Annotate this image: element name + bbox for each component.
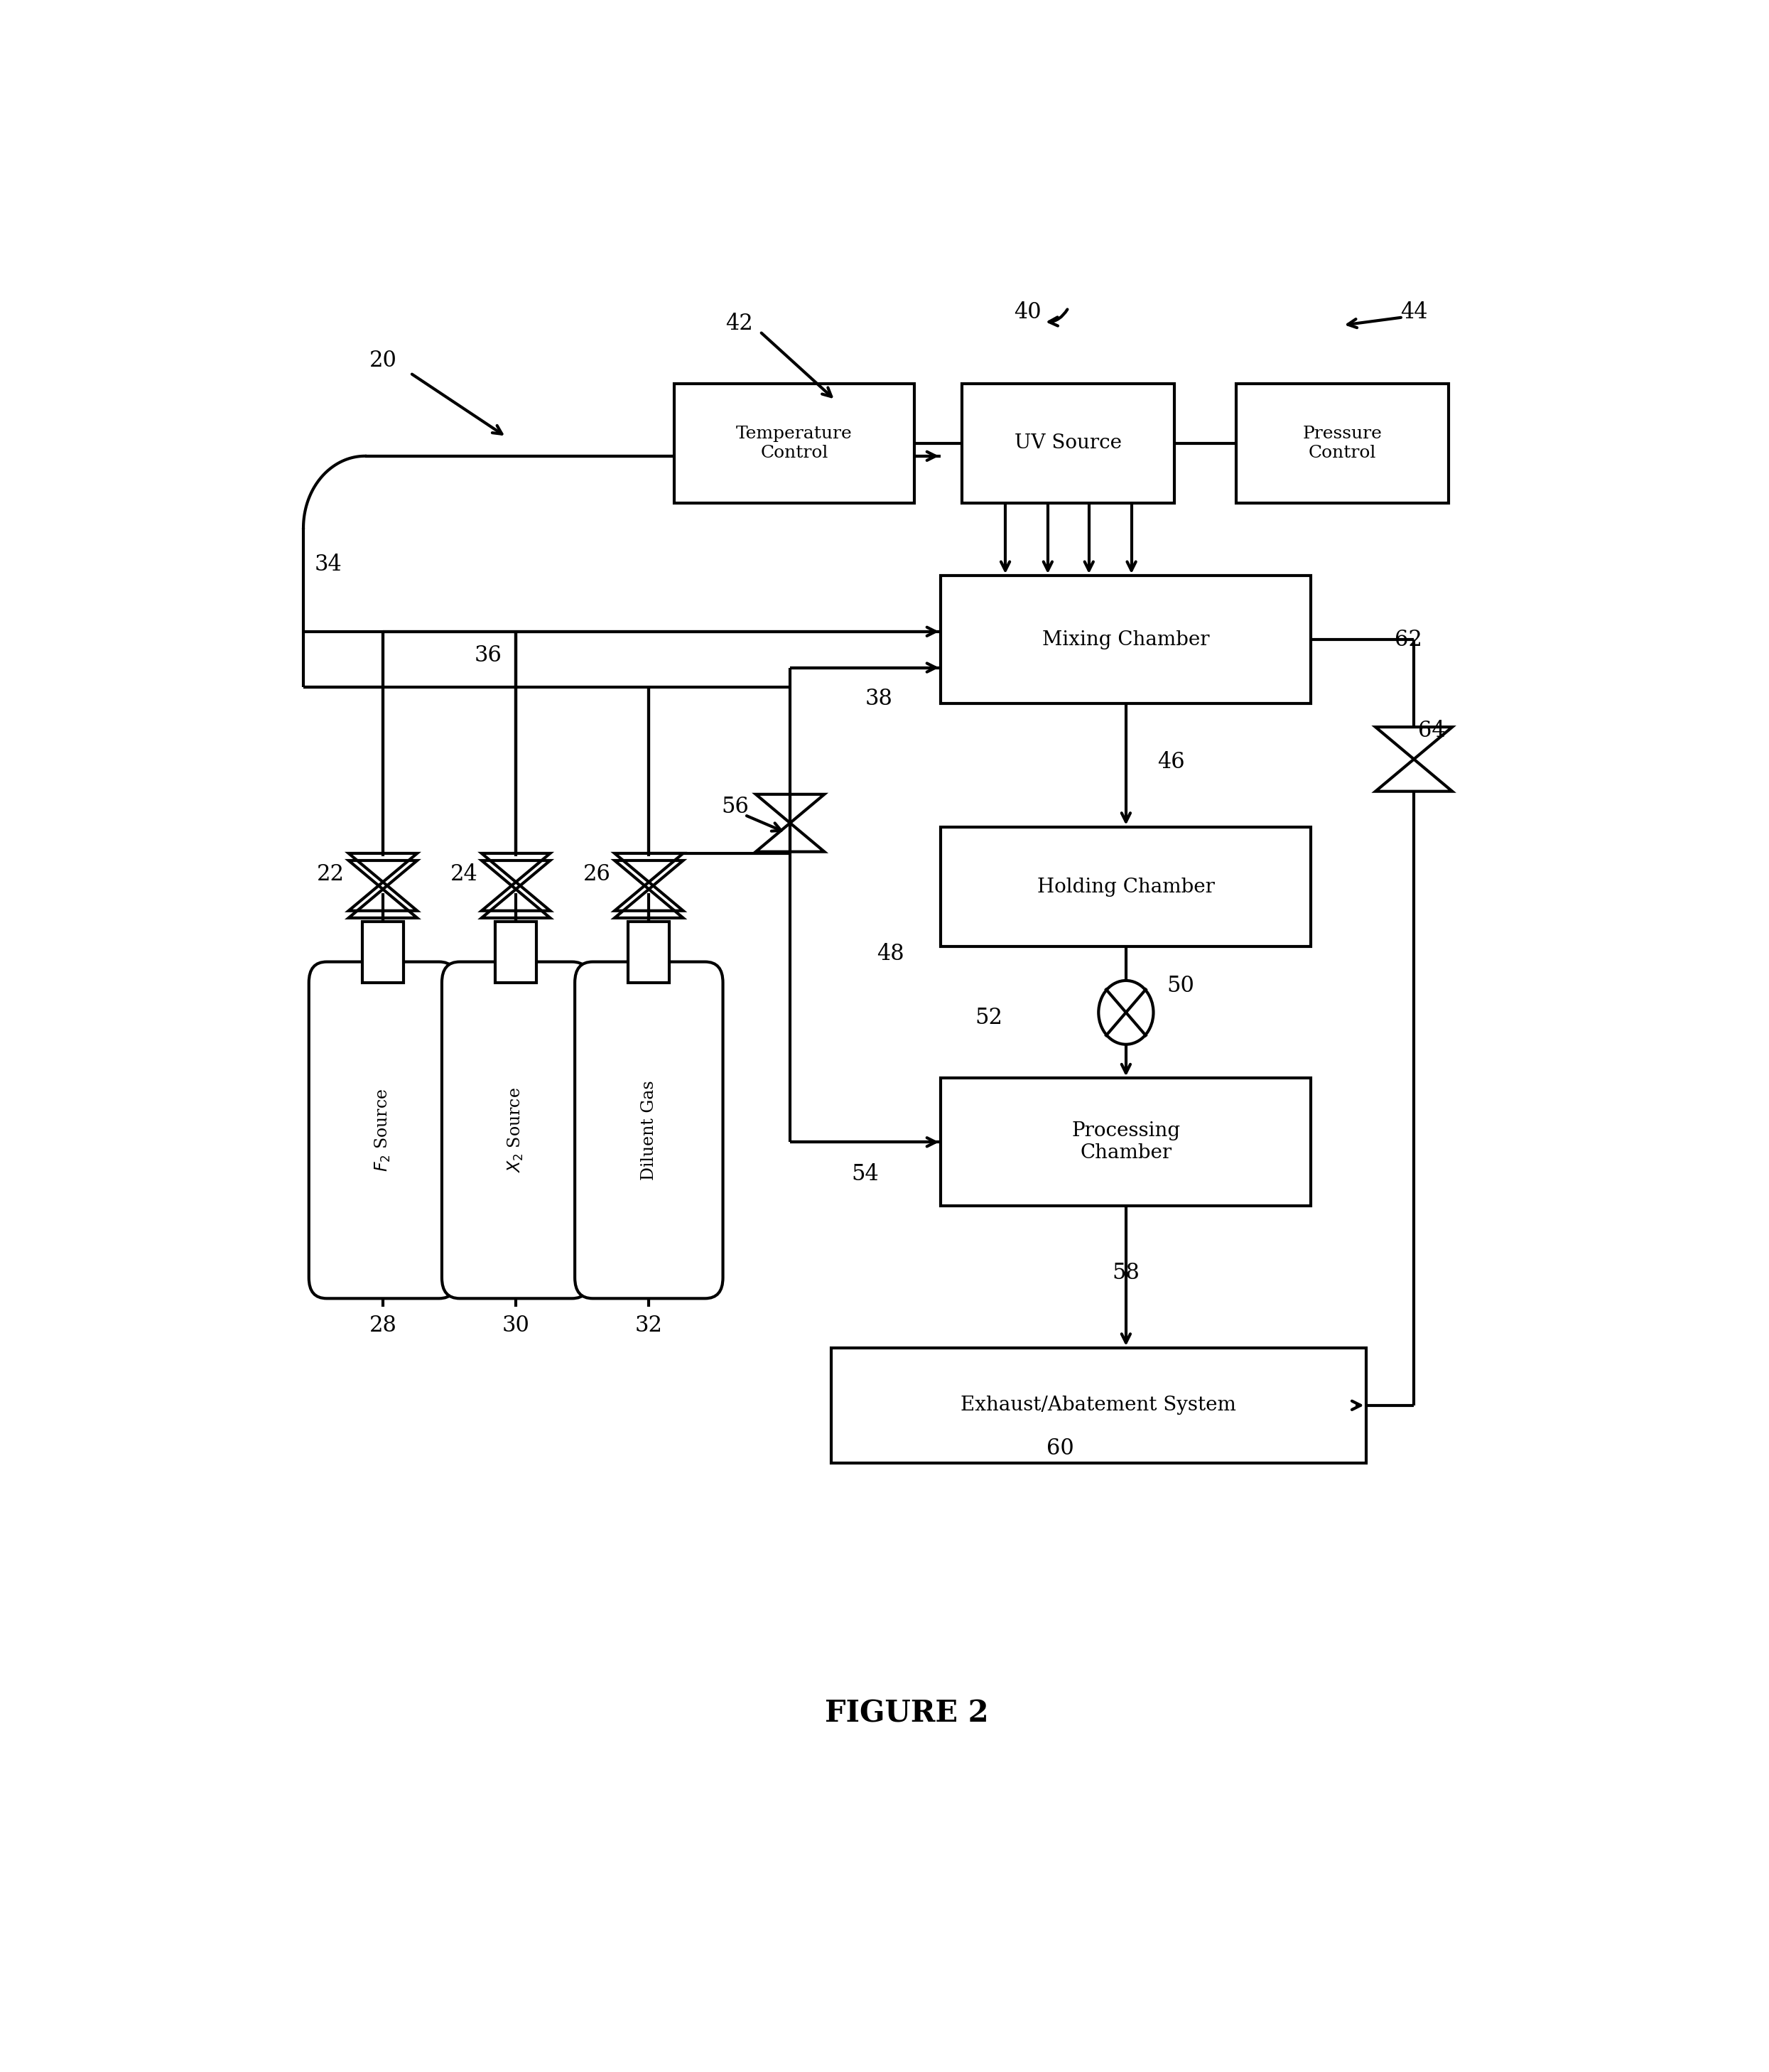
FancyBboxPatch shape xyxy=(310,961,456,1299)
Text: 24: 24 xyxy=(449,864,478,885)
FancyBboxPatch shape xyxy=(1237,383,1449,503)
Text: 28: 28 xyxy=(370,1314,396,1336)
Text: Holding Chamber: Holding Chamber xyxy=(1037,876,1215,897)
Text: 20: 20 xyxy=(370,350,396,371)
FancyBboxPatch shape xyxy=(941,576,1311,702)
Text: 38: 38 xyxy=(865,688,893,709)
Text: FIGURE 2: FIGURE 2 xyxy=(824,1699,989,1728)
Text: $X_2$ Source: $X_2$ Source xyxy=(506,1088,525,1173)
Text: 60: 60 xyxy=(1047,1438,1074,1459)
FancyBboxPatch shape xyxy=(575,961,724,1299)
Text: 36: 36 xyxy=(474,644,502,667)
Text: Mixing Chamber: Mixing Chamber xyxy=(1042,630,1210,649)
FancyBboxPatch shape xyxy=(363,922,403,982)
Text: 40: 40 xyxy=(1014,300,1040,323)
Text: $F_2$ Source: $F_2$ Source xyxy=(373,1088,393,1173)
FancyBboxPatch shape xyxy=(674,383,915,503)
FancyBboxPatch shape xyxy=(831,1349,1366,1463)
Text: 22: 22 xyxy=(317,864,345,885)
Text: Temperature
Control: Temperature Control xyxy=(736,425,853,460)
Text: 64: 64 xyxy=(1419,719,1445,742)
Text: 58: 58 xyxy=(1113,1262,1139,1285)
Text: UV Source: UV Source xyxy=(1015,433,1122,454)
Text: 30: 30 xyxy=(502,1314,529,1336)
Text: 26: 26 xyxy=(584,864,610,885)
FancyBboxPatch shape xyxy=(941,1077,1311,1206)
FancyBboxPatch shape xyxy=(941,827,1311,947)
Text: 52: 52 xyxy=(975,1007,1003,1028)
Text: 50: 50 xyxy=(1168,974,1194,997)
Text: Pressure
Control: Pressure Control xyxy=(1302,425,1382,460)
Text: Diluent Gas: Diluent Gas xyxy=(640,1080,656,1181)
Text: 48: 48 xyxy=(876,943,904,966)
Text: 56: 56 xyxy=(722,796,748,818)
Text: 32: 32 xyxy=(635,1314,663,1336)
Text: 42: 42 xyxy=(725,313,754,336)
FancyBboxPatch shape xyxy=(628,922,669,982)
Text: 44: 44 xyxy=(1401,300,1428,323)
Text: Processing
Chamber: Processing Chamber xyxy=(1072,1121,1180,1162)
Text: 46: 46 xyxy=(1157,752,1185,773)
FancyBboxPatch shape xyxy=(495,922,536,982)
FancyBboxPatch shape xyxy=(962,383,1175,503)
Text: 54: 54 xyxy=(851,1162,879,1185)
Text: Exhaust/Abatement System: Exhaust/Abatement System xyxy=(961,1397,1237,1415)
Text: 34: 34 xyxy=(315,553,341,576)
FancyBboxPatch shape xyxy=(442,961,589,1299)
Text: 62: 62 xyxy=(1394,628,1422,651)
